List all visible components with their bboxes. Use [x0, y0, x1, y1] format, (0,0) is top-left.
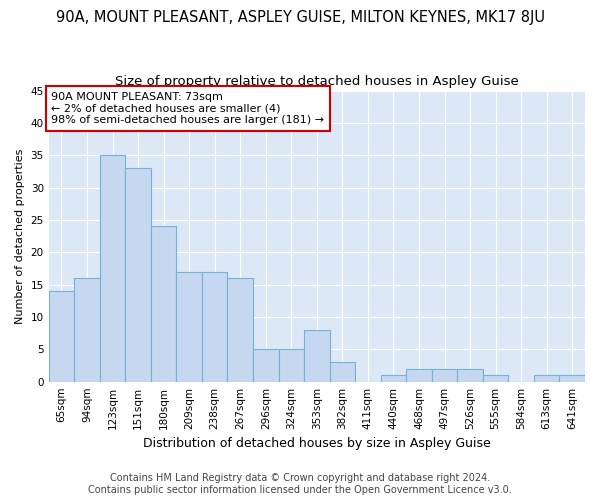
Bar	[380, 375, 406, 382]
X-axis label: Distribution of detached houses by size in Aspley Guise: Distribution of detached houses by size …	[143, 437, 491, 450]
Text: 90A MOUNT PLEASANT: 73sqm
← 2% of detached houses are smaller (4)
98% of semi-de: 90A MOUNT PLEASANT: 73sqm ← 2% of detach…	[52, 92, 325, 125]
Bar	[278, 350, 304, 382]
Bar	[483, 375, 508, 382]
Bar	[151, 226, 176, 382]
Text: Contains HM Land Registry data © Crown copyright and database right 2024.
Contai: Contains HM Land Registry data © Crown c…	[88, 474, 512, 495]
Bar	[457, 368, 483, 382]
Bar	[176, 272, 202, 382]
Bar	[227, 278, 253, 382]
Bar	[559, 375, 585, 382]
Bar	[202, 272, 227, 382]
Bar	[49, 291, 74, 382]
Bar	[406, 368, 432, 382]
Bar	[100, 155, 125, 382]
Bar	[432, 368, 457, 382]
Title: Size of property relative to detached houses in Aspley Guise: Size of property relative to detached ho…	[115, 75, 519, 88]
Bar	[534, 375, 559, 382]
Bar	[125, 168, 151, 382]
Bar	[74, 278, 100, 382]
Text: 90A, MOUNT PLEASANT, ASPLEY GUISE, MILTON KEYNES, MK17 8JU: 90A, MOUNT PLEASANT, ASPLEY GUISE, MILTO…	[56, 10, 545, 25]
Y-axis label: Number of detached properties: Number of detached properties	[15, 148, 25, 324]
Bar	[304, 330, 329, 382]
Bar	[253, 350, 278, 382]
Bar	[329, 362, 355, 382]
